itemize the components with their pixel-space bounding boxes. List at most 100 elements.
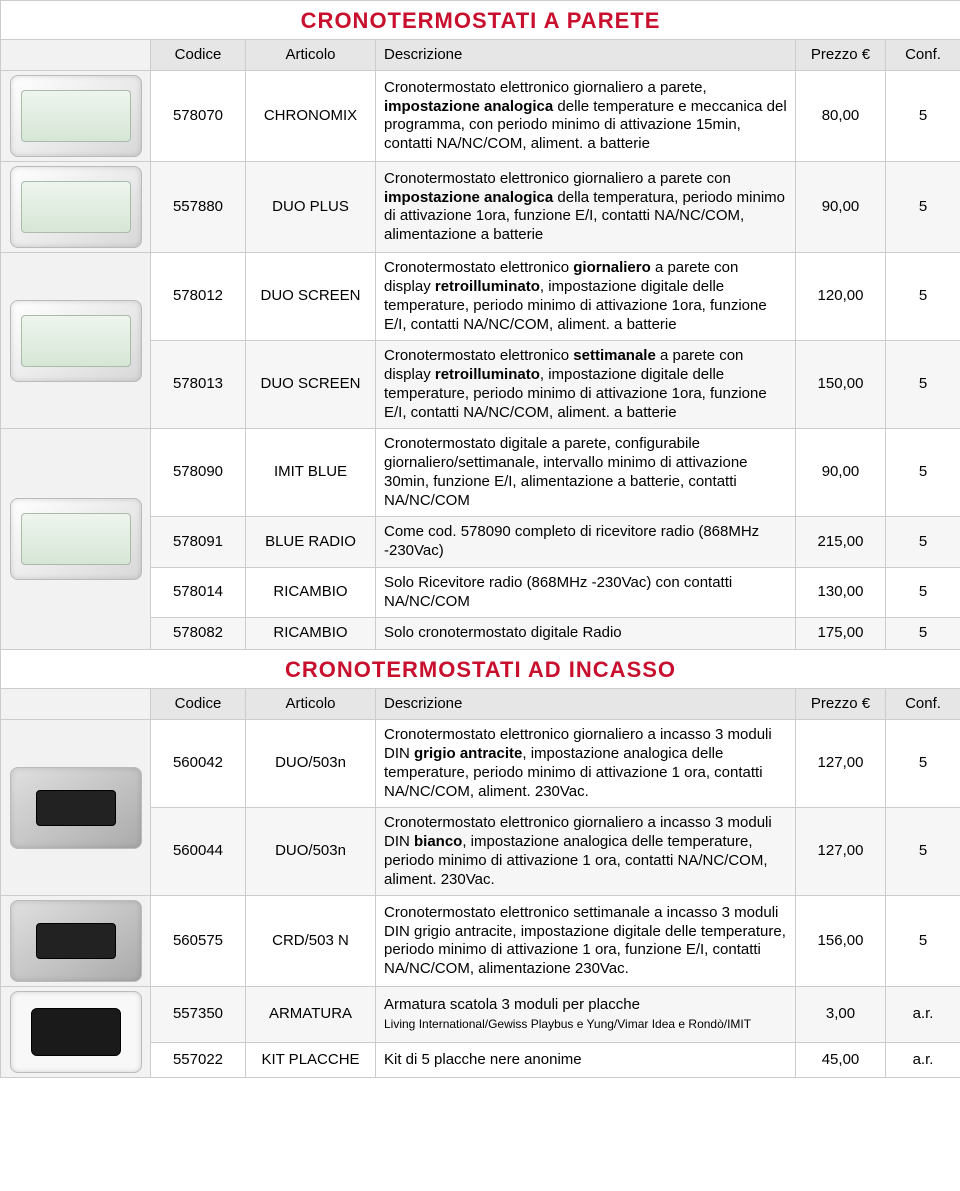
product-thumbnail <box>10 75 142 157</box>
cell-price: 45,00 <box>796 1043 886 1078</box>
cell-conf: 5 <box>886 567 960 618</box>
cell-code: 578091 <box>151 517 246 568</box>
cell-price: 120,00 <box>796 253 886 341</box>
header-img <box>1 688 151 720</box>
cell-price: 127,00 <box>796 720 886 808</box>
product-image-cell <box>1 253 151 429</box>
cell-conf: 5 <box>886 71 960 162</box>
table-row: 578090IMIT BLUECronotermostato digitale … <box>1 429 960 517</box>
cell-article: DUO PLUS <box>246 162 376 253</box>
header-conf: Conf. <box>886 39 960 71</box>
product-thumbnail <box>10 498 142 580</box>
cell-conf: a.r. <box>886 987 960 1043</box>
table-row: 560575CRD/503 NCronotermostato elettroni… <box>1 896 960 987</box>
table-row: 578012DUO SCREENCronotermostato elettron… <box>1 253 960 341</box>
cell-conf: 5 <box>886 896 960 987</box>
cell-description: Cronotermostato elettronico giornaliero … <box>376 808 796 896</box>
cell-code: 578014 <box>151 567 246 618</box>
cell-description: Cronotermostato elettronico settimanale … <box>376 341 796 429</box>
catalog-table: CRONOTERMOSTATI A PARETECodiceArticoloDe… <box>0 0 960 1078</box>
table-row: 557350ARMATURAArmatura scatola 3 moduli … <box>1 987 960 1043</box>
cell-code: 560575 <box>151 896 246 987</box>
cell-description: Cronotermostato digitale a parete, confi… <box>376 429 796 517</box>
cell-article: DUO/503n <box>246 720 376 808</box>
cell-price: 3,00 <box>796 987 886 1043</box>
cell-article: ARMATURA <box>246 987 376 1043</box>
header-img <box>1 39 151 71</box>
cell-price: 90,00 <box>796 162 886 253</box>
section-title: CRONOTERMOSTATI AD INCASSO <box>1 652 960 686</box>
header-desc: Descrizione <box>376 688 796 720</box>
header-art: Articolo <box>246 39 376 71</box>
header-price: Prezzo € <box>796 688 886 720</box>
cell-description: Solo Ricevitore radio (868MHz -230Vac) c… <box>376 567 796 618</box>
cell-description: Solo cronotermostato digitale Radio <box>376 618 796 650</box>
cell-conf: 5 <box>886 808 960 896</box>
table-row: 578070CHRONOMIXCronotermostato elettroni… <box>1 71 960 162</box>
cell-article: KIT PLACCHE <box>246 1043 376 1078</box>
cell-description: Cronotermostato elettronico giornaliero … <box>376 253 796 341</box>
cell-code: 578082 <box>151 618 246 650</box>
cell-price: 127,00 <box>796 808 886 896</box>
cell-price: 80,00 <box>796 71 886 162</box>
cell-conf: 5 <box>886 720 960 808</box>
cell-conf: a.r. <box>886 1043 960 1078</box>
product-thumbnail <box>10 991 142 1073</box>
cell-description: Armatura scatola 3 moduli per placche Li… <box>376 987 796 1043</box>
product-image-cell <box>1 987 151 1078</box>
cell-code: 560042 <box>151 720 246 808</box>
cell-price: 150,00 <box>796 341 886 429</box>
cell-price: 90,00 <box>796 429 886 517</box>
cell-code: 557880 <box>151 162 246 253</box>
cell-price: 215,00 <box>796 517 886 568</box>
header-price: Prezzo € <box>796 39 886 71</box>
header-code: Codice <box>151 688 246 720</box>
cell-article: CHRONOMIX <box>246 71 376 162</box>
cell-code: 557350 <box>151 987 246 1043</box>
cell-code: 560044 <box>151 808 246 896</box>
cell-article: RICAMBIO <box>246 618 376 650</box>
header-row: CodiceArticoloDescrizionePrezzo €Conf. <box>1 688 960 720</box>
cell-conf: 5 <box>886 341 960 429</box>
product-thumbnail <box>10 767 142 849</box>
cell-article: DUO SCREEN <box>246 341 376 429</box>
product-image-cell <box>1 896 151 987</box>
cell-article: DUO/503n <box>246 808 376 896</box>
cell-article: DUO SCREEN <box>246 253 376 341</box>
cell-code: 578012 <box>151 253 246 341</box>
catalog-page: CRONOTERMOSTATI A PARETECodiceArticoloDe… <box>0 0 960 1078</box>
cell-price: 175,00 <box>796 618 886 650</box>
section-title: CRONOTERMOSTATI A PARETE <box>1 3 960 37</box>
cell-description: Kit di 5 placche nere anonime <box>376 1043 796 1078</box>
cell-conf: 5 <box>886 429 960 517</box>
cell-price: 130,00 <box>796 567 886 618</box>
cell-description: Cronotermostato elettronico settimanale … <box>376 896 796 987</box>
table-row: 557880DUO PLUSCronotermostato elettronic… <box>1 162 960 253</box>
cell-code: 578090 <box>151 429 246 517</box>
cell-conf: 5 <box>886 162 960 253</box>
product-image-cell <box>1 720 151 896</box>
product-thumbnail <box>10 300 142 382</box>
cell-article: BLUE RADIO <box>246 517 376 568</box>
cell-article: CRD/503 N <box>246 896 376 987</box>
cell-article: IMIT BLUE <box>246 429 376 517</box>
product-image-cell <box>1 71 151 162</box>
header-row: CodiceArticoloDescrizionePrezzo €Conf. <box>1 39 960 71</box>
cell-conf: 5 <box>886 517 960 568</box>
table-row: 560042DUO/503nCronotermostato elettronic… <box>1 720 960 808</box>
section-title-cell: CRONOTERMOSTATI AD INCASSO <box>1 650 960 689</box>
section-title-cell: CRONOTERMOSTATI A PARETE <box>1 1 960 40</box>
cell-conf: 5 <box>886 618 960 650</box>
cell-code: 578013 <box>151 341 246 429</box>
cell-description: Cronotermostato elettronico giornaliero … <box>376 162 796 253</box>
cell-price: 156,00 <box>796 896 886 987</box>
cell-description: Cronotermostato elettronico giornaliero … <box>376 720 796 808</box>
header-art: Articolo <box>246 688 376 720</box>
cell-conf: 5 <box>886 253 960 341</box>
cell-code: 557022 <box>151 1043 246 1078</box>
product-thumbnail <box>10 166 142 248</box>
product-image-cell <box>1 429 151 650</box>
product-thumbnail <box>10 900 142 982</box>
product-image-cell <box>1 162 151 253</box>
header-conf: Conf. <box>886 688 960 720</box>
